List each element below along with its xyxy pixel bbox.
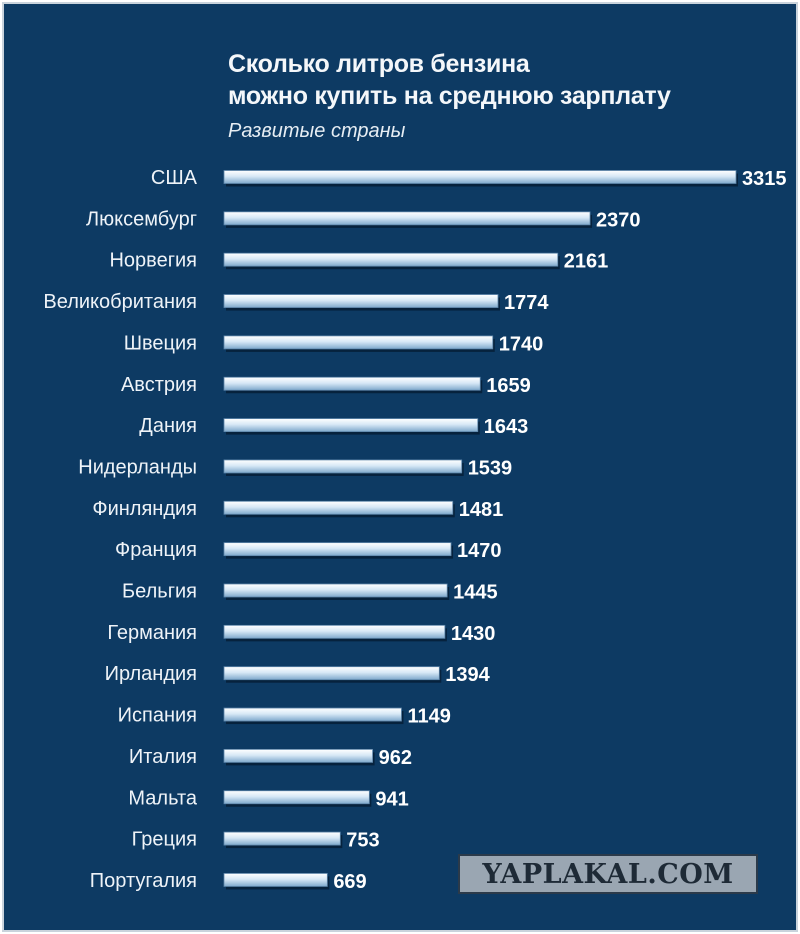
category-label: Германия bbox=[107, 622, 197, 644]
bar bbox=[223, 418, 479, 433]
bar bbox=[223, 583, 448, 598]
category-label: Испания bbox=[118, 705, 197, 727]
category-label: Австрия bbox=[121, 374, 197, 396]
category-label: Великобритания bbox=[43, 291, 197, 313]
value-label: 753 bbox=[346, 830, 379, 852]
category-label: Мальта bbox=[128, 787, 197, 809]
category-label: Греция bbox=[132, 829, 197, 851]
bar bbox=[223, 542, 452, 557]
value-label: 3315 bbox=[742, 168, 787, 190]
value-label: 2370 bbox=[596, 209, 641, 231]
category-label: Дания bbox=[139, 415, 197, 437]
value-label: 1445 bbox=[453, 582, 498, 604]
value-label: 1481 bbox=[459, 499, 504, 521]
value-label: 962 bbox=[379, 747, 412, 769]
value-label: 1740 bbox=[499, 333, 543, 355]
category-label: Швеция bbox=[124, 332, 197, 354]
category-label: Бельгия bbox=[122, 581, 197, 603]
category-label: Португалия bbox=[90, 870, 197, 892]
bar bbox=[223, 211, 591, 226]
category-label: США bbox=[151, 167, 198, 189]
value-label: 1394 bbox=[445, 664, 490, 686]
chart-title: Сколько литров бензина можно купить на с… bbox=[228, 50, 671, 110]
bar bbox=[223, 170, 737, 184]
bar bbox=[223, 790, 370, 805]
chart-subtitle: Развитые страны bbox=[228, 120, 406, 142]
bar bbox=[223, 831, 341, 846]
value-label: 669 bbox=[333, 871, 366, 893]
bar bbox=[223, 252, 559, 267]
value-label: 1774 bbox=[504, 292, 549, 314]
value-label: 1470 bbox=[457, 540, 502, 562]
category-label: Норвегия bbox=[109, 250, 197, 272]
value-label: 2161 bbox=[564, 251, 609, 273]
category-label: Италия bbox=[129, 746, 197, 768]
value-label: 1430 bbox=[451, 623, 496, 645]
bar bbox=[223, 459, 463, 474]
bar bbox=[223, 624, 446, 639]
category-label: Нидерланды bbox=[78, 456, 197, 478]
bars-layer: США 3315 Люксембург 2370 Норвегия 2161 Великоб… bbox=[43, 167, 786, 893]
value-label: 1643 bbox=[484, 416, 529, 438]
watermark: YAPLAKAL.COM bbox=[458, 854, 758, 894]
bar bbox=[223, 500, 454, 515]
bar bbox=[223, 873, 328, 887]
category-label: Финляндия bbox=[92, 498, 197, 520]
bar bbox=[223, 335, 494, 350]
bar bbox=[223, 376, 481, 391]
category-label: Люксембург bbox=[86, 208, 197, 230]
bar bbox=[223, 749, 373, 763]
value-label: 1659 bbox=[486, 375, 531, 397]
category-label: Ирландия bbox=[105, 663, 197, 685]
bar bbox=[223, 294, 499, 308]
watermark-text: YAPLAKAL.COM bbox=[482, 858, 734, 890]
value-label: 1539 bbox=[468, 457, 513, 479]
bar bbox=[223, 666, 440, 681]
bar bbox=[223, 707, 402, 722]
category-label: Франция bbox=[115, 539, 197, 561]
value-label: 941 bbox=[375, 788, 408, 810]
value-label: 1149 bbox=[407, 706, 450, 728]
